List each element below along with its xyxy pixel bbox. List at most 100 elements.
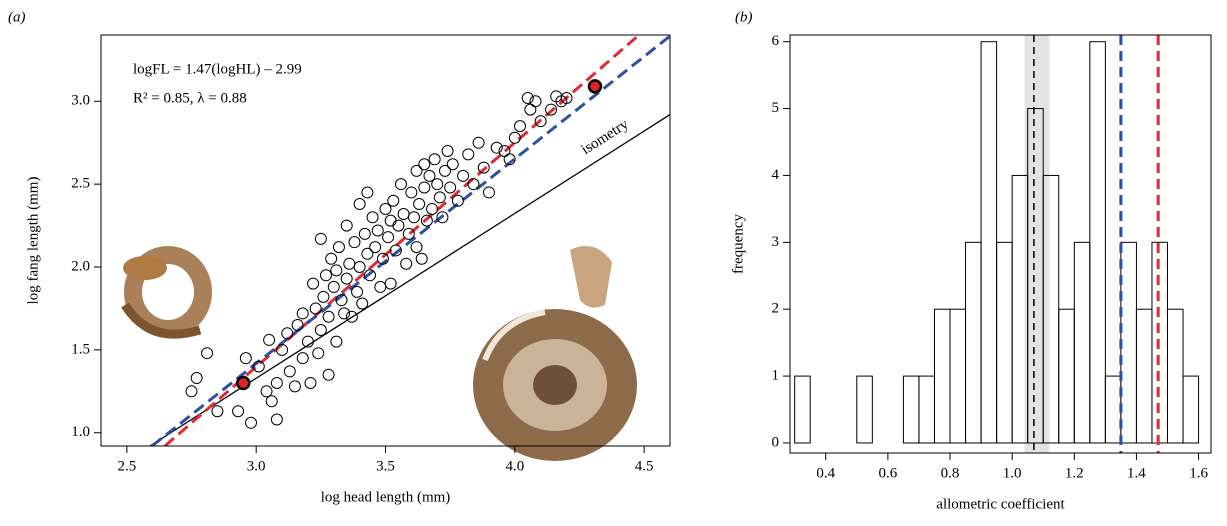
y-axis-label: log fang length (mm) [25,177,41,305]
y-tick-label: 2.0 [71,258,90,274]
equation: logFL = 1.47(logHL) – 2.99 [133,61,302,77]
highlight-point [236,375,251,391]
isometry-line [149,114,670,446]
point [309,302,322,315]
y-tick-label: 1.5 [71,341,90,357]
point [379,203,392,216]
point [322,368,335,381]
x-tick-label: 1.4 [1127,465,1146,481]
point [201,347,214,360]
point [317,290,330,303]
point [545,103,558,116]
point [291,319,304,332]
point [467,178,480,191]
point [451,194,464,207]
y-tick-label: 5 [772,100,780,116]
x-tick-label: 1.6 [1189,465,1208,481]
point [457,169,470,182]
bar [1042,174,1060,444]
bar [1058,308,1075,444]
y-tick-label: 2.5 [71,176,90,192]
point [325,252,338,265]
point [190,372,203,385]
regression-line [163,35,640,446]
point [418,181,431,194]
point [239,352,252,365]
point [245,416,258,429]
point [322,310,335,323]
point [283,365,296,378]
point [482,186,495,199]
y-tick-label: 1 [772,368,780,384]
plot-frame [100,34,671,447]
bar [1135,308,1153,444]
x-tick-label: 4.0 [505,458,524,474]
point [263,333,276,346]
point [524,103,537,116]
point [444,181,457,194]
bar [902,375,920,444]
point [361,186,374,199]
point [376,252,389,265]
point [477,161,490,174]
bar [949,308,967,444]
point [314,232,327,245]
point [426,203,439,216]
point [508,131,521,144]
point [374,280,387,293]
point [276,343,289,356]
point [211,405,224,418]
point [304,377,317,390]
bar [1120,241,1137,444]
point [338,307,351,320]
point [270,377,283,390]
point [560,91,573,104]
point [420,214,433,227]
point [296,307,309,320]
point [446,158,459,171]
point [296,352,309,365]
x-tick-label: 1.0 [1003,465,1022,481]
y-tick-label: 0 [772,434,780,450]
point [433,191,446,204]
point [529,95,542,108]
point [327,280,340,293]
point [353,261,366,274]
interval-band [1024,35,1050,453]
point [436,211,449,224]
point [260,385,273,398]
x-axis-label: allometric coefficient [936,496,1065,512]
point [265,395,278,408]
point [340,272,353,285]
bar [1104,375,1122,444]
point [490,141,503,154]
point [270,413,283,426]
point [348,236,361,249]
bar [1089,41,1106,444]
bar [1151,241,1169,444]
point [366,211,379,224]
bar [1011,174,1029,444]
point [397,207,410,220]
point [353,198,366,211]
bar [996,241,1013,444]
point [431,178,444,191]
bar [965,241,982,444]
y-tick-label: 6 [772,33,780,49]
x-axis-label: log head length (mm) [321,489,451,505]
x-tick-label: 0.8 [941,465,960,481]
plot-frame [789,34,1212,454]
point [407,211,420,224]
point [252,360,265,373]
x-tick-label: 3.0 [247,458,266,474]
point [281,327,294,340]
point [415,252,428,265]
bar [1182,375,1200,444]
point [307,277,320,290]
point [387,194,400,207]
point [384,277,397,290]
bar [856,375,873,444]
y-tick-label: 2 [772,301,780,317]
y-tick-label: 3.0 [71,93,90,109]
